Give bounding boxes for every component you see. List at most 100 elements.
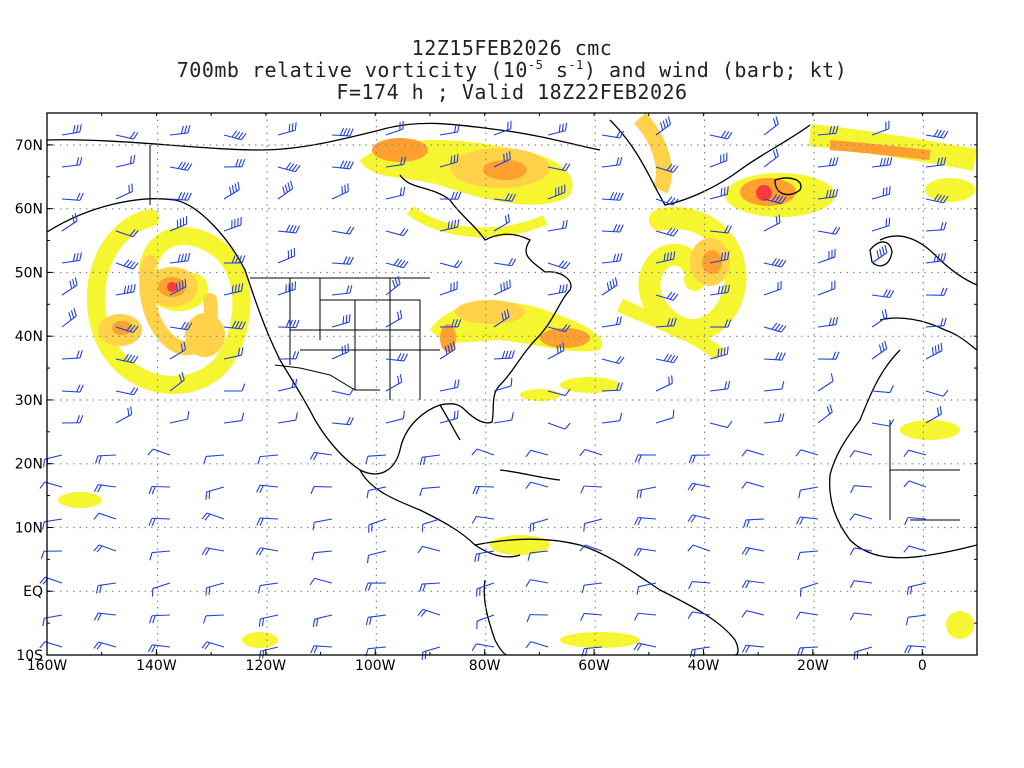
wind-barb-flag — [666, 227, 673, 235]
wind-barb-flag — [884, 309, 888, 318]
wind-barb-flag — [636, 643, 643, 651]
wind-barb — [795, 449, 819, 457]
wind-barb-flag — [43, 459, 46, 468]
wind-barb-flag — [95, 455, 99, 464]
wind-barb-flag — [940, 287, 945, 296]
wind-barb — [525, 449, 549, 458]
wind-barb-flag — [672, 165, 679, 173]
wind-barb-flag — [133, 283, 136, 293]
wind-barb-flag — [668, 376, 670, 385]
wind-barb-flag — [564, 422, 571, 430]
wind-barb-flag — [288, 224, 294, 233]
wind-barb-flag — [828, 157, 832, 166]
wind-barb-flag — [180, 162, 186, 170]
wind-barb-flag — [777, 195, 784, 204]
wind-barb-flag — [285, 319, 290, 328]
wind-barb — [385, 352, 409, 362]
wind-barb-flag — [400, 353, 405, 361]
wind-barb-flag — [399, 187, 402, 196]
wind-barb-shaft — [584, 448, 603, 456]
wind-barb-flag — [93, 544, 100, 552]
wind-barb — [385, 156, 407, 168]
wind-barb — [763, 352, 786, 361]
wind-barb-flag — [849, 612, 855, 621]
wind-barb — [655, 251, 676, 264]
wind-barb-flag — [392, 280, 396, 289]
lon-label: 20W — [797, 658, 829, 674]
wind-barb-flag — [670, 318, 674, 327]
wind-barb-flag — [477, 553, 480, 562]
wind-barb-shaft — [530, 550, 549, 554]
wind-barb — [417, 608, 441, 617]
title-line-2-part2: s — [543, 58, 569, 82]
wind-barb-flag — [666, 196, 673, 204]
wind-barb-flag — [201, 512, 208, 520]
vorticity-shading — [58, 113, 977, 648]
grid-lines — [47, 113, 977, 655]
wind-barb-flag — [886, 157, 890, 166]
wind-barb-flag — [256, 484, 261, 493]
wind-barb-flag — [669, 164, 676, 172]
wind-barb — [709, 186, 729, 200]
wind-barb-flag — [673, 355, 679, 364]
wind-barb-flag — [943, 317, 947, 326]
wind-barb-shaft — [206, 454, 225, 457]
wind-barb-flag — [663, 353, 669, 362]
wind-barb-flag — [720, 347, 723, 357]
wind-barb — [741, 547, 765, 556]
wind-barb-flag — [745, 645, 750, 653]
wind-barb-shaft — [584, 582, 603, 586]
wind-barb-flag — [669, 228, 676, 236]
wind-barb — [904, 645, 927, 654]
wind-barb-flag — [366, 490, 369, 499]
wind-barb-flag — [727, 319, 732, 328]
wind-barb-flag — [258, 618, 261, 627]
wind-barb-flag — [234, 131, 241, 139]
wind-barb-flag — [771, 322, 778, 330]
wind-barb-flag — [184, 253, 188, 262]
wind-barb-shaft — [152, 582, 171, 590]
wind-barb — [256, 484, 279, 493]
wind-barb-flag — [504, 193, 510, 201]
wind-barb — [439, 281, 458, 296]
wind-barb-flag — [349, 226, 355, 235]
wind-barb-flag — [525, 481, 532, 489]
wind-barb-flag — [663, 253, 666, 262]
wind-barb-flag — [132, 325, 139, 333]
lon-label: 40W — [688, 658, 720, 674]
wind-barb-flag — [903, 545, 910, 553]
wind-barb — [39, 481, 63, 489]
wind-barb — [925, 342, 943, 360]
wind-barb — [148, 485, 171, 495]
wind-barb-flag — [936, 129, 942, 138]
wind-barb — [871, 186, 891, 200]
wind-barb-flag — [669, 292, 676, 300]
wind-barb-flag — [287, 182, 291, 191]
wind-barb — [93, 484, 117, 493]
wind-barb-flag — [419, 488, 423, 497]
wind-barb-flag — [878, 344, 882, 353]
coast-africa — [829, 349, 977, 559]
wind-barb-flag — [612, 224, 618, 232]
wind-barb-flag — [795, 516, 801, 525]
wind-barb — [655, 353, 679, 364]
wind-barb-shaft — [530, 481, 549, 488]
wind-barb-flag — [312, 619, 316, 628]
title-exponent-2: -1 — [568, 58, 584, 72]
wind-barb-flag — [237, 283, 241, 292]
wind-barb — [331, 387, 355, 396]
lon-label: 80W — [469, 658, 501, 674]
wind-barb — [493, 193, 517, 202]
wind-barb-flag — [312, 522, 315, 531]
wind-barb-flag — [933, 254, 937, 263]
wind-barb — [223, 130, 247, 141]
wind-barb-flag — [723, 347, 726, 356]
wind-barb-flag — [93, 484, 99, 492]
wind-barb-flag — [129, 355, 136, 363]
wind-barb-flag — [940, 130, 946, 138]
wind-barb — [580, 485, 603, 494]
wind-barb-flag — [724, 285, 727, 294]
wind-barb-flag — [634, 613, 639, 621]
wind-barb-flag — [349, 128, 354, 137]
wind-barb-flag — [637, 454, 642, 463]
